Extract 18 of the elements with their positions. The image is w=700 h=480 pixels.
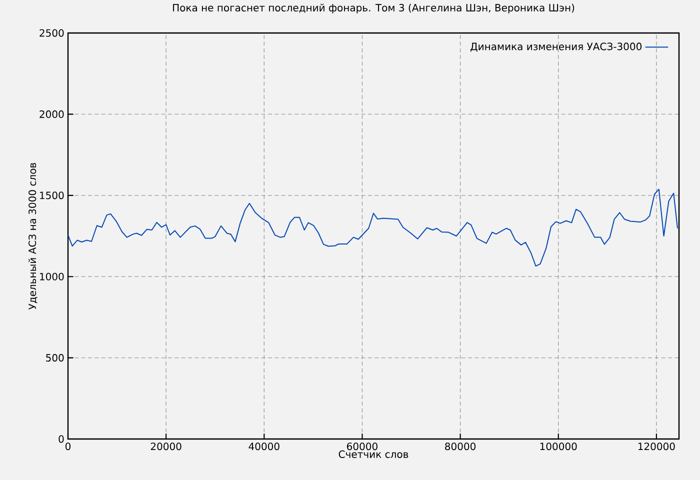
y-tick-label: 1500 <box>40 192 64 200</box>
x-tick-label: 100000 <box>540 442 577 450</box>
x-tick-label: 80000 <box>445 442 476 450</box>
y-tick-label: 0 <box>58 435 64 443</box>
x-tick-label: 120000 <box>638 442 675 450</box>
x-tick-label: 0 <box>65 442 71 450</box>
x-tick-label: 20000 <box>150 442 182 450</box>
chart-title: Пока не погаснет последний фонарь. Том 3 (Ангелина Шэн, Вероника Шэн) <box>173 4 574 14</box>
x-axis-title: Счетчик слов <box>338 450 408 458</box>
x-tick-label: 40000 <box>248 442 280 450</box>
y-axis-title: Удельный АСЗ на 3000 слов <box>28 162 38 310</box>
legend-label: Динамика изменения УАСЗ-3000 <box>470 42 642 52</box>
y-tick-label: 2000 <box>40 110 64 118</box>
y-tick-label: 500 <box>46 354 64 362</box>
line-series <box>68 188 678 267</box>
y-tick-label: 2500 <box>40 29 64 37</box>
y-tick-label: 1000 <box>40 272 64 280</box>
x-tick-label: 60000 <box>347 442 378 450</box>
